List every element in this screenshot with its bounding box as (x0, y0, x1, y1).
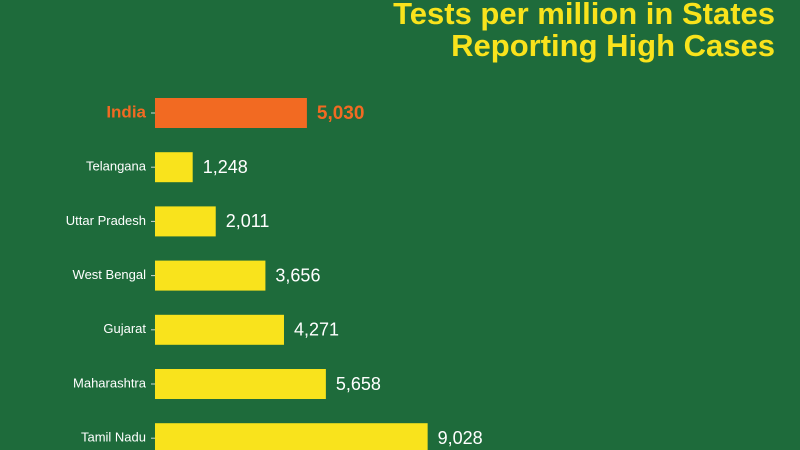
chart-title: Reporting High Cases (451, 28, 775, 63)
category-label: Gujarat (103, 321, 146, 336)
value-label: 9,028 (438, 428, 483, 448)
category-label: Telangana (86, 159, 147, 174)
bar (155, 152, 193, 183)
value-label: 2,011 (226, 211, 270, 231)
value-label: 1,248 (203, 157, 248, 177)
category-label: Tamil Nadu (81, 430, 146, 445)
value-label: 5,030 (317, 103, 365, 124)
category-label: West Bengal (73, 267, 147, 282)
value-label: 5,658 (336, 374, 381, 394)
category-label: Uttar Pradesh (66, 213, 146, 228)
value-label: 3,656 (275, 265, 320, 285)
category-label: India (106, 102, 146, 121)
bar (155, 206, 216, 237)
bar (155, 98, 307, 128)
category-label: Maharashtra (73, 375, 147, 390)
chart-title: Tests per million in States (393, 0, 775, 31)
bar (155, 369, 326, 399)
bar (155, 260, 266, 291)
bar (155, 314, 284, 345)
bar (155, 423, 428, 450)
value-label: 4,271 (294, 320, 339, 340)
